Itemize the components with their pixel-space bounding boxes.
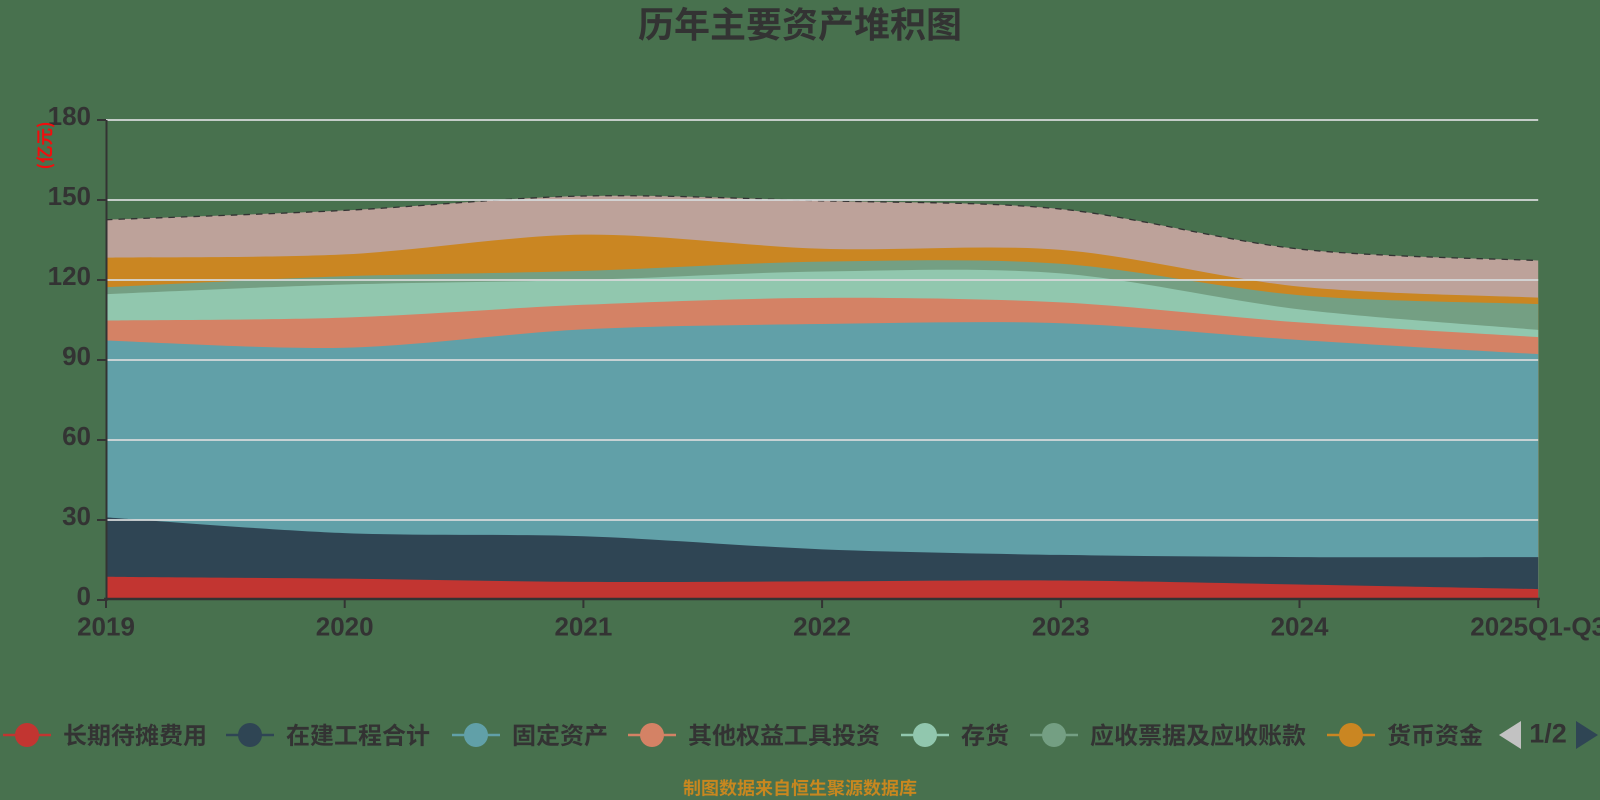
svg-text:180: 180 [48,101,91,131]
svg-text:2019: 2019 [77,612,135,642]
svg-text:60: 60 [62,421,91,451]
svg-text:90: 90 [62,341,91,371]
svg-text:2022: 2022 [793,612,851,642]
svg-text:2020: 2020 [316,612,374,642]
svg-text:0: 0 [77,581,91,611]
svg-text:150: 150 [48,181,91,211]
svg-text:30: 30 [62,501,91,531]
svg-text:2023: 2023 [1032,612,1090,642]
svg-text:1/2: 1/2 [1529,719,1567,749]
svg-text:2024: 2024 [1271,612,1329,642]
svg-text:120: 120 [48,261,91,291]
svg-text:2025Q1-Q3: 2025Q1-Q3 [1470,612,1600,642]
svg-text:2021: 2021 [554,612,612,642]
